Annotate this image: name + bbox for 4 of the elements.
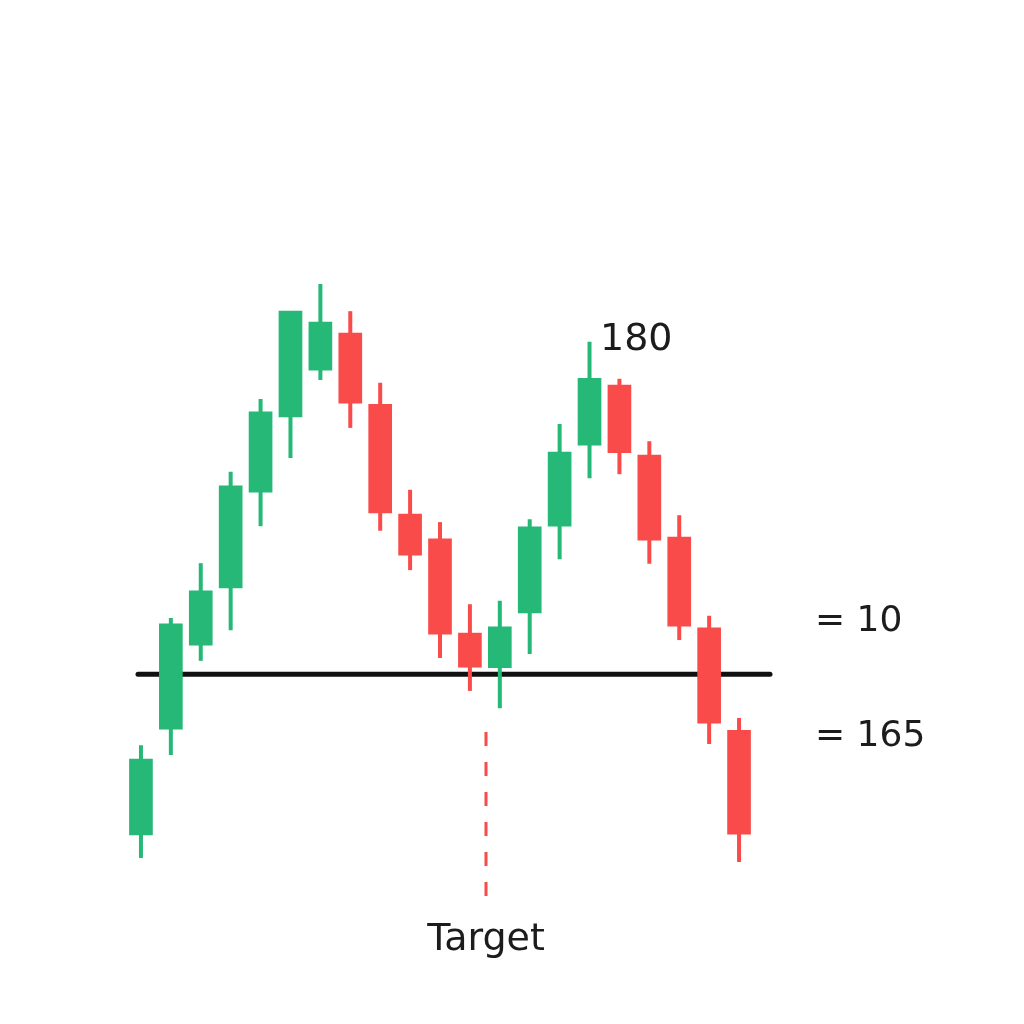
text: = 10 [815, 598, 903, 640]
text: Target [426, 914, 545, 959]
text: = 165 [815, 713, 926, 755]
annotation: 180 [600, 314, 673, 359]
